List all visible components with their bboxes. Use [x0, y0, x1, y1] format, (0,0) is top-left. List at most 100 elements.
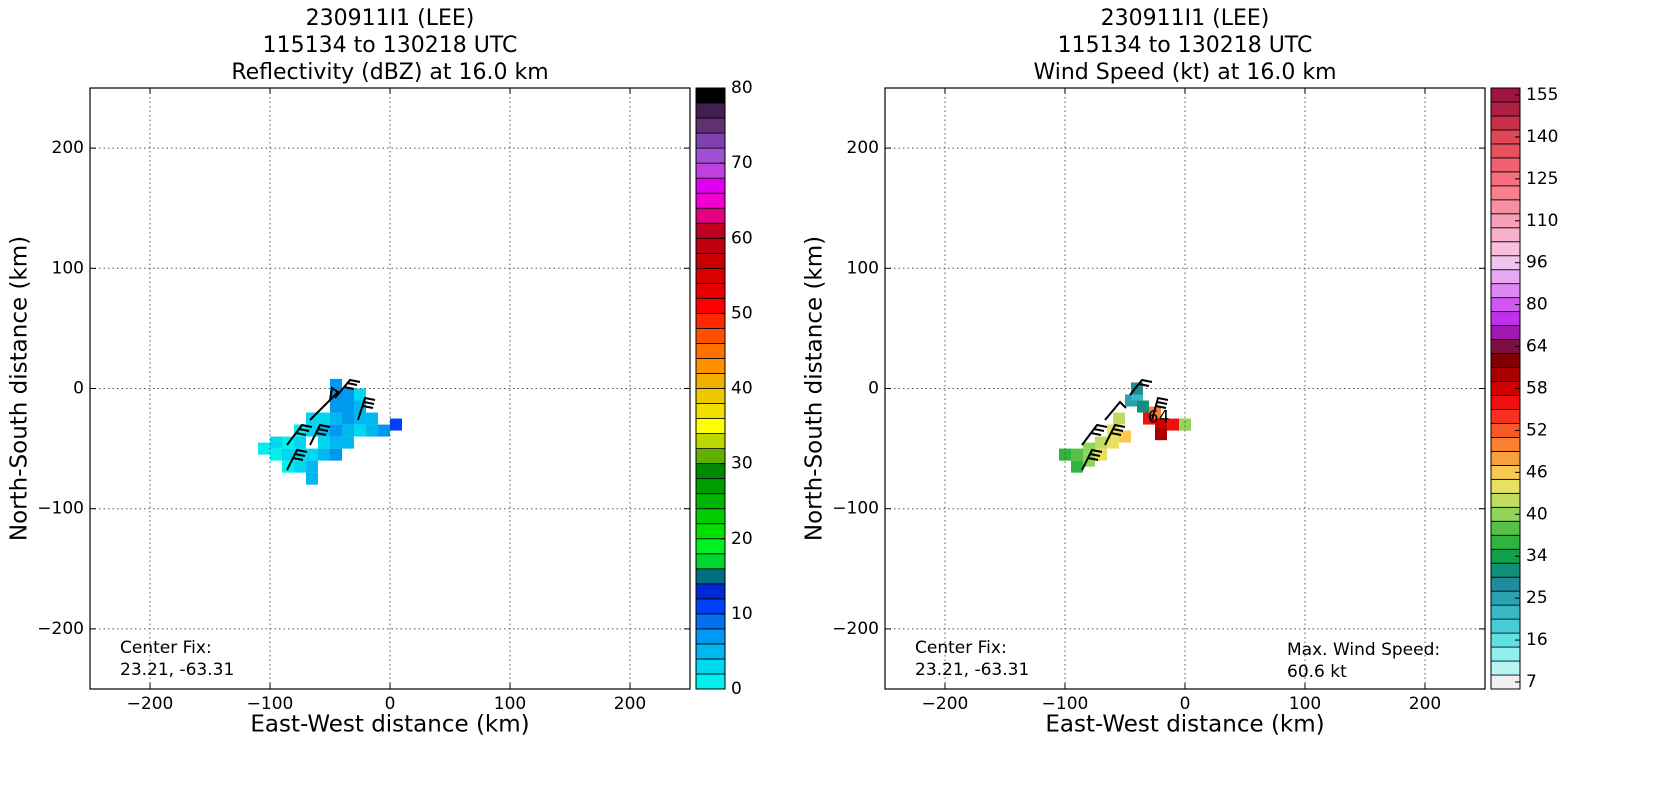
- x-axis-label: East-West distance (km): [250, 712, 529, 738]
- data-cell: [1167, 418, 1179, 431]
- data-cell: [294, 436, 306, 449]
- colorbar-bin: [695, 102, 726, 119]
- data-cell: [1059, 448, 1071, 461]
- colorbar-bin: [1490, 325, 1521, 340]
- colorbar-tick-label: 40: [731, 379, 753, 399]
- x-tick-label: 200: [1409, 694, 1441, 714]
- colorbar-bin: [695, 237, 726, 254]
- y-tick-label: 0: [868, 379, 879, 399]
- y-tick-label: −200: [832, 619, 879, 639]
- contour-label: 64: [1148, 407, 1170, 427]
- data-cell: [342, 400, 354, 413]
- colorbar-bin: [695, 448, 726, 465]
- colorbar-tick-label: 16: [1526, 630, 1548, 650]
- colorbar-tick-label: 7: [1526, 672, 1537, 692]
- colorbar-bin: [695, 358, 726, 374]
- colorbar-bin: [1490, 157, 1521, 173]
- data-cell: [1113, 412, 1125, 425]
- data-cell: [1095, 436, 1107, 449]
- colorbar-bin: [1490, 534, 1521, 550]
- colorbar-tick-label: 10: [731, 604, 753, 624]
- data-cell: [354, 412, 366, 425]
- colorbar-bin: [1490, 520, 1521, 536]
- chart-title: 115134 to 130218 UTC: [1058, 33, 1313, 58]
- data-cell: [282, 448, 294, 461]
- annotation: Center Fix:: [915, 638, 1007, 658]
- data-cell: [318, 448, 330, 461]
- colorbar-tick-label: 80: [731, 78, 753, 98]
- colorbar-bin: [695, 508, 726, 525]
- colorbar-bin: [695, 628, 726, 645]
- data-cell: [1071, 460, 1083, 473]
- data-cell: [330, 400, 342, 413]
- axes-frame: [884, 87, 1486, 690]
- colorbar-bin: [695, 267, 726, 284]
- data-cell: [342, 388, 354, 401]
- colorbar-tick-label: 58: [1526, 379, 1548, 399]
- y-axis-label: North-South distance (km): [7, 236, 33, 541]
- data-cell: [306, 472, 318, 485]
- x-tick-label: −200: [922, 694, 969, 714]
- chart-title: Reflectivity (dBZ) at 16.0 km: [231, 60, 548, 85]
- colorbar-bin: [695, 553, 726, 570]
- annotation: 60.6 kt: [1287, 662, 1347, 682]
- colorbar-tick-label: 96: [1526, 253, 1548, 273]
- annotation: Max. Wind Speed:: [1287, 640, 1440, 660]
- data-cell: [1155, 418, 1167, 431]
- colorbar-bin: [1490, 604, 1521, 620]
- data-cell: [390, 418, 402, 431]
- x-tick-label: 100: [1289, 694, 1321, 714]
- annotation: 23.21, -63.31: [915, 660, 1029, 680]
- data-cell: [342, 412, 354, 425]
- wind-barb: [1081, 423, 1108, 446]
- data-cell: [1155, 428, 1167, 441]
- wind-barb: [1104, 400, 1127, 421]
- colorbar-tick-label: 125: [1526, 169, 1558, 189]
- wind-barb: [309, 386, 340, 421]
- colorbar-tick-label: 34: [1526, 546, 1548, 566]
- colorbar-bin: [695, 132, 726, 149]
- data-cell: [378, 424, 390, 437]
- data-cell: [354, 424, 366, 437]
- colorbar-bin: [1490, 395, 1521, 410]
- data-cell: [318, 412, 330, 425]
- colorbar-bin: [695, 297, 726, 314]
- data-cell: [330, 412, 342, 425]
- y-tick-label: 100: [52, 258, 84, 278]
- chart-title: Wind Speed (kt) at 16.0 km: [1033, 60, 1336, 85]
- colorbar-bin: [1490, 450, 1521, 466]
- x-tick-label: 0: [1180, 694, 1191, 714]
- colorbar-bin: [695, 523, 726, 540]
- y-tick-label: 200: [847, 138, 879, 158]
- wind-barb: [1129, 378, 1153, 396]
- data-cell: [330, 424, 342, 437]
- panel: 230911I1 (LEE)115134 to 130218 UTCReflec…: [7, 6, 753, 738]
- colorbar-bin: [695, 583, 726, 600]
- chart-title: 230911I1 (LEE): [1101, 6, 1270, 31]
- data-cell: [1083, 442, 1095, 455]
- colorbar-bin: [1490, 283, 1521, 299]
- colorbar-bin: [695, 343, 726, 359]
- colorbar-bin: [695, 177, 726, 194]
- colorbar-bin: [1490, 311, 1521, 327]
- data-cell: [306, 448, 318, 461]
- colorbar-bin: [695, 538, 726, 555]
- colorbar-bin: [695, 493, 726, 510]
- data-cell: [270, 436, 282, 449]
- colorbar-bin: [1490, 437, 1521, 452]
- colorbar-tick-label: 52: [1526, 420, 1548, 440]
- data-cell: [270, 448, 282, 461]
- wind-barb: [286, 448, 308, 471]
- colorbar-bin: [1490, 143, 1521, 159]
- wind-barb: [1081, 448, 1103, 471]
- colorbar-bin: [695, 327, 726, 344]
- colorbar-bin: [695, 282, 726, 299]
- data-cell: [330, 448, 342, 461]
- colorbar-bin: [1490, 646, 1521, 662]
- axes-frame: [89, 87, 691, 690]
- colorbar-bin: [1490, 409, 1521, 424]
- colorbar-bin: [695, 598, 726, 615]
- x-tick-label: 200: [614, 694, 646, 714]
- wind-barb: [1104, 423, 1126, 446]
- colorbar-bin: [1490, 562, 1521, 578]
